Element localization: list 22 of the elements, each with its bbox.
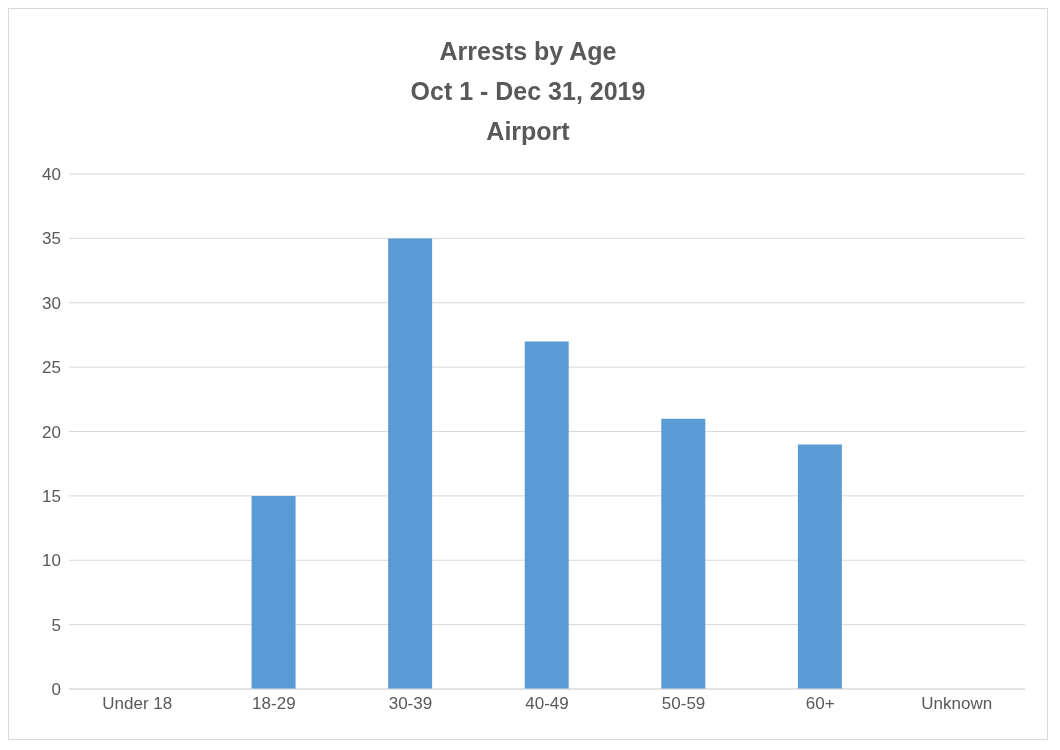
x-tick-label: 30-39 (388, 694, 433, 714)
y-tick-label: 35 (42, 229, 61, 249)
y-tick-label: 20 (42, 422, 61, 442)
y-tick-label: 30 (42, 293, 61, 313)
y-tick-label: 40 (42, 165, 61, 185)
x-tick-label: 50-59 (661, 694, 706, 714)
y-tick-label: 25 (42, 358, 61, 378)
y-tick-label: 15 (42, 486, 61, 506)
y-tick-label: 5 (51, 615, 61, 635)
x-tick-label: 18-29 (252, 694, 296, 714)
y-tick-label: 0 (51, 680, 61, 700)
bar (388, 238, 433, 689)
x-tick-label: Unknown (921, 694, 993, 714)
x-tick-label: 40-49 (525, 694, 569, 714)
x-tick-label: Under 18 (102, 694, 173, 714)
chart-title: Arrests by Age Oct 1 - Dec 31, 2019 Airport (409, 36, 647, 147)
x-tick-label: 60+ (805, 694, 835, 714)
bar (524, 341, 569, 689)
bar (797, 444, 842, 689)
y-tick-label: 10 (42, 551, 61, 571)
bar (661, 418, 706, 689)
bar (251, 495, 296, 689)
